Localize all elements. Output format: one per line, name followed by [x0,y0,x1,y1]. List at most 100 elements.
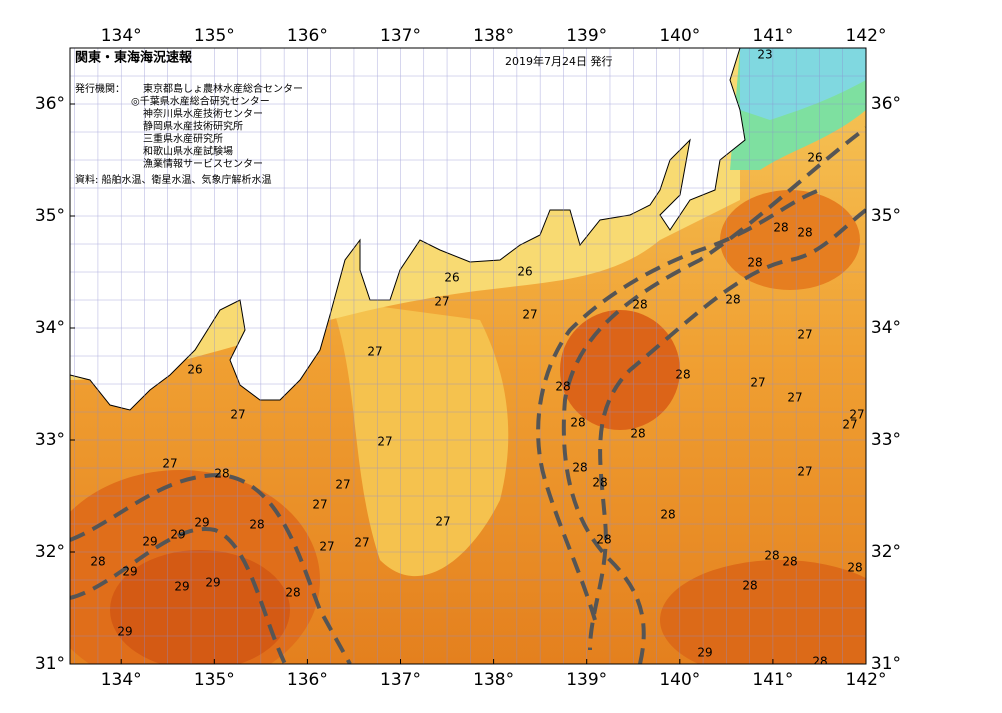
contour-label: 29 [142,535,157,549]
contour-label: 28 [747,256,762,270]
contour-label: 27 [522,308,537,322]
contour-label: 28 [742,579,757,593]
contour-label: 28 [847,561,862,575]
contour-label: 28 [764,549,779,563]
contour-label: 28 [797,226,812,240]
lon-tick-label: 137° [380,26,421,46]
contour-label: 28 [285,586,300,600]
current-axis [70,126,866,664]
lon-tick-label: 137° [380,670,421,690]
contour-label: 29 [170,528,185,542]
issuer: 静岡県水産技術研究所 [143,120,243,133]
lat-tick-label: 31° [871,654,901,674]
lon-tick-label: 141° [752,26,793,46]
lon-tick-label: 140° [659,26,700,46]
contour-label: 28 [630,427,645,441]
contour-label: 28 [90,555,105,569]
contour-label: 26 [444,271,459,285]
contour-label: 28 [570,416,585,430]
lon-tick-label: 136° [287,26,328,46]
source: 資料: 船舶水温、衛星水温、気象庁解析水温 [75,173,272,186]
lon-tick-label: 135° [194,670,235,690]
title: 関東・東海海況速報 [75,50,193,66]
contour-label: 26 [517,265,532,279]
contour-label: 28 [812,655,827,669]
contour-label: 29 [205,576,220,590]
contour-label: 28 [660,508,675,522]
contour-label: 27 [312,498,327,512]
contour-label: 27 [162,457,177,471]
contour-label: 27 [367,345,382,359]
lon-tick-label: 138° [473,670,514,690]
contour-label: 26 [187,363,202,377]
lat-tick-label: 32° [871,542,901,562]
contour-label: 28 [596,533,611,547]
map-frame [69,47,867,665]
lat-tick-label: 31° [35,654,65,674]
contour-label: 28 [572,461,587,475]
issuer: 東京都島しょ農林水産総合センター [143,82,303,95]
lon-tick-label: 139° [566,670,607,690]
lon-tick-label: 141° [752,670,793,690]
contour-label: 29 [174,580,189,594]
lon-tick-label: 136° [287,670,328,690]
contour-label: 27 [787,391,802,405]
contour-label: 27 [797,465,812,479]
contour-label: 28 [773,221,788,235]
lon-tick-label: 142° [846,26,887,46]
lat-tick-label: 35° [35,206,65,226]
contour-label: 29 [697,646,712,660]
contour-label: 27 [319,540,334,554]
contour-label: 28 [725,293,740,307]
lat-tick-label: 34° [871,318,901,338]
lat-tick-label: 35° [871,206,901,226]
contour-label: 23 [757,48,772,62]
contour-label: 27 [377,435,392,449]
contour-label: 28 [632,298,647,312]
contour-label: 27 [842,418,857,432]
contour-label: 29 [194,516,209,530]
contour-label: 28 [249,518,264,532]
lat-tick-label: 36° [35,94,65,114]
contour-label: 27 [750,376,765,390]
lat-tick-label: 32° [35,542,65,562]
issuer: 和歌山県水産試験場 [143,145,233,158]
lat-tick-label: 36° [871,94,901,114]
lon-tick-label: 140° [659,670,700,690]
contour-label: 28 [555,380,570,394]
lat-tick-label: 33° [871,430,901,450]
contour-label: 26 [807,151,822,165]
lon-tick-label: 142° [846,670,887,690]
issue-date: 2019年7月24日 発行 [505,54,613,68]
lon-tick-label: 139° [566,26,607,46]
lon-tick-label: 134° [101,670,142,690]
contour-label: 27 [797,328,812,342]
issuer-label: 発行機関： [75,82,125,95]
contour-label: 27 [434,295,449,309]
contour-label: 29 [117,625,132,639]
lat-tick-label: 33° [35,430,65,450]
contour-label: 29 [122,565,137,579]
contour-label: 27 [335,478,350,492]
lon-tick-label: 135° [194,26,235,46]
lat-tick-label: 34° [35,318,65,338]
issuer: 漁業情報サービスセンター [143,157,263,170]
contour-label: 28 [214,467,229,481]
lon-tick-label: 134° [101,26,142,46]
issuer: 神奈川県水産技術センター [143,107,263,120]
graticule [70,48,866,664]
contour-label: 28 [675,368,690,382]
issuer: 三重県水産研究所 [143,132,223,145]
contour-label: 28 [592,476,607,490]
contour-label: 27 [435,515,450,529]
issuer-list: 東京都島しょ農林水産総合センター◎千葉県水産総合研究センター神奈川県水産技術セン… [131,82,303,170]
contour-label: 27 [849,408,864,422]
issuer: ◎千葉県水産総合研究センター [131,95,270,108]
contour-label: 27 [230,408,245,422]
axis-labels: 134° 134° 135° 135° 136° 136° 137° 137° 138° 138°… [35,26,901,690]
lon-tick-label: 138° [473,26,514,46]
contour-label: 28 [782,555,797,569]
